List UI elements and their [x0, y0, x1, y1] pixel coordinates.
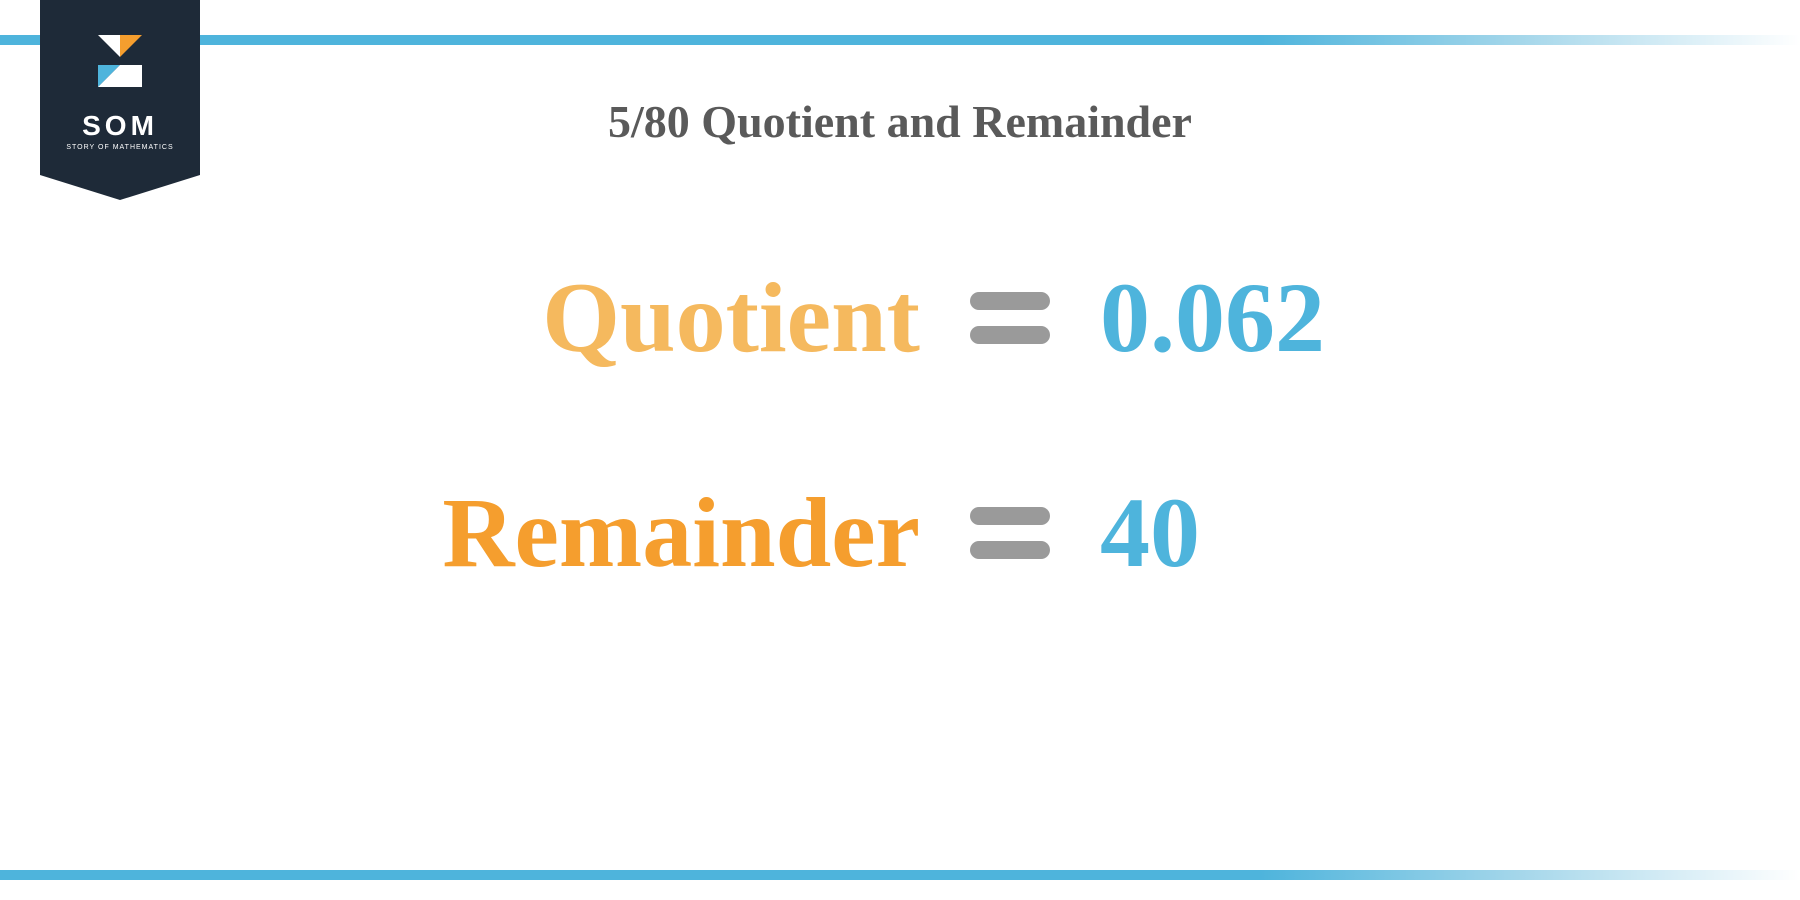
logo-text: SOM — [82, 110, 158, 142]
logo-icon — [90, 35, 150, 95]
equals-icon — [970, 507, 1050, 559]
equals-bar-bottom — [970, 326, 1050, 344]
quotient-label: Quotient — [400, 260, 920, 375]
remainder-row: Remainder 40 — [300, 475, 1500, 590]
equals-bar-top — [970, 292, 1050, 310]
logo-subtext: STORY OF MATHEMATICS — [66, 144, 173, 151]
equals-icon — [970, 292, 1050, 344]
quotient-value: 0.062 — [1100, 260, 1400, 375]
quotient-row: Quotient 0.062 — [300, 260, 1500, 375]
page-title: 5/80 Quotient and Remainder — [608, 95, 1192, 148]
logo-badge: SOM STORY OF MATHEMATICS — [40, 0, 200, 175]
remainder-value: 40 — [1100, 475, 1400, 590]
top-border-line — [0, 35, 1800, 45]
equals-bar-bottom — [970, 541, 1050, 559]
content-area: Quotient 0.062 Remainder 40 — [300, 260, 1500, 690]
remainder-label: Remainder — [400, 475, 920, 590]
bottom-border-line — [0, 870, 1800, 880]
equals-bar-top — [970, 507, 1050, 525]
